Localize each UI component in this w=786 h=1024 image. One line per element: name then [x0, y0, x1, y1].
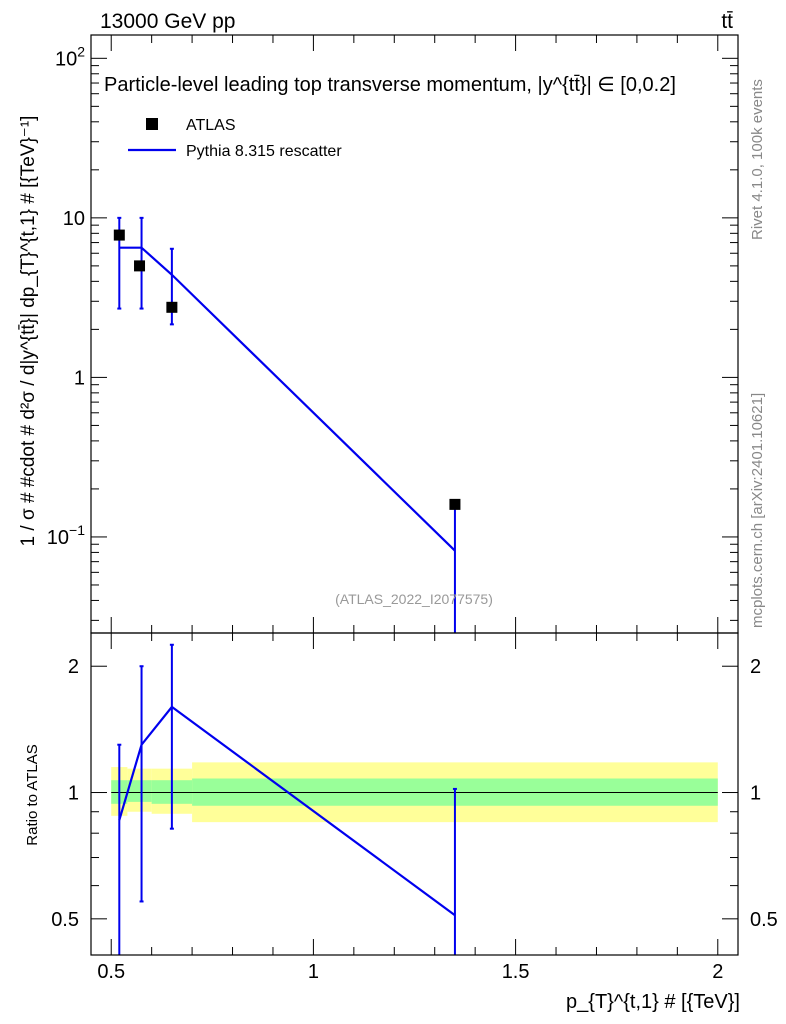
atlas-data-point	[134, 260, 146, 272]
ratio-y-tick-label-right: 1	[750, 783, 761, 805]
ratio-y-tick-label: 1	[68, 783, 79, 805]
main-y-tick-label: 10−1	[47, 522, 85, 549]
x-axis-label: p_{T}^{t,1} # [{TeV}]	[566, 991, 740, 1013]
ratio-band-inner	[127, 780, 152, 802]
ratio-y-axis-label: Ratio to ATLAS	[24, 744, 41, 845]
legend-atlas-marker	[146, 118, 158, 130]
pythia-series-line	[119, 246, 456, 552]
main-axes: 10−1 1 10 102	[47, 35, 738, 955]
rivet-label: Rivet 4.1.0, 100k events	[749, 79, 766, 240]
legend-atlas-label: ATLAS	[186, 117, 236, 134]
main-y-tick-label: 10	[63, 208, 85, 230]
ratio-y-tick-label-right: 0.5	[750, 909, 778, 931]
ratio-bands	[111, 762, 718, 823]
ratio-y-tick-label-right: 2	[750, 656, 761, 678]
ratio-axes: 0.5 1 1.5 2 0.5 0.5 1 1 2 2	[51, 656, 778, 983]
analysis-watermark: (ATLAS_2022_I2077575)	[335, 591, 493, 607]
legend-pythia-label: Pythia 8.315 rescatter	[186, 143, 342, 160]
energy-label: 13000 GeV pp	[100, 10, 235, 33]
ratio-y-tick-label: 2	[68, 656, 79, 678]
x-tick-label: 2	[712, 961, 723, 983]
main-y-tick-label: 102	[55, 43, 85, 70]
main-y-axis-label: 1 / σ # #cdot # d²σ / d|y^{tt̄}| dp_{T}^…	[18, 116, 39, 547]
process-label: tt̄	[721, 10, 733, 33]
atlas-data-point	[449, 498, 461, 510]
atlas-data-point	[166, 301, 178, 313]
ratio-frame	[90, 632, 739, 956]
mcplots-label: mcplots.cern.ch [arXiv:2401.10621]	[749, 393, 766, 628]
plot-title: Particle-level leading top transverse mo…	[104, 74, 676, 96]
x-tick-label: 1	[308, 961, 319, 983]
x-tick-label: 0.5	[97, 961, 125, 983]
main-marks	[113, 216, 461, 633]
ratio-y-tick-label: 0.5	[51, 909, 79, 931]
ratio-marks	[117, 643, 457, 955]
atlas-data-point	[113, 229, 125, 241]
ratio-pythia-line	[118, 705, 456, 917]
main-y-tick-label: 1	[74, 367, 85, 389]
x-tick-label: 1.5	[502, 961, 530, 983]
